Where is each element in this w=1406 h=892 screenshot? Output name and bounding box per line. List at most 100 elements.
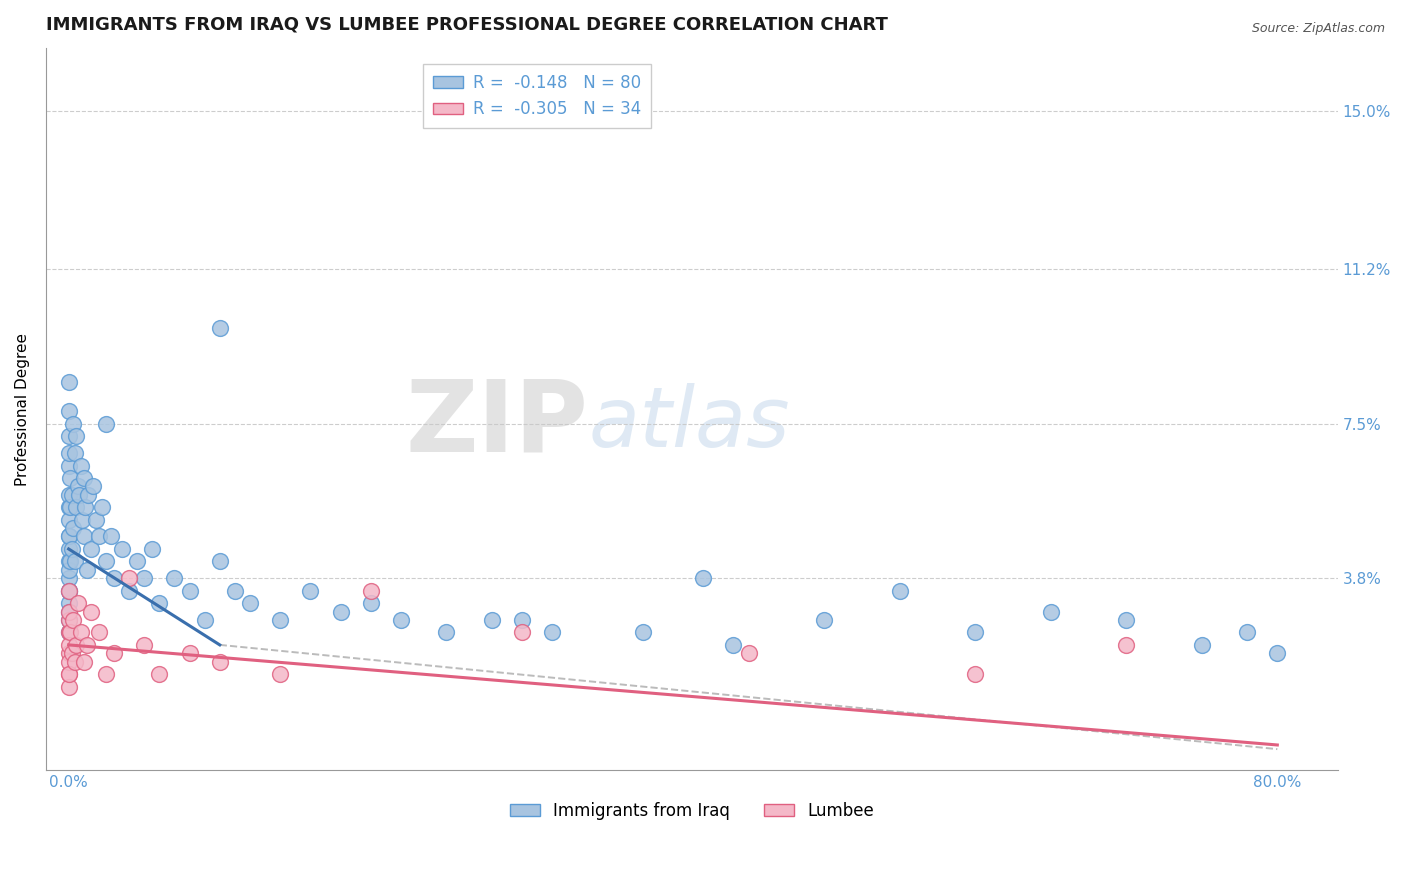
Point	[58, 625, 80, 640]
Point	[87, 529, 110, 543]
Point	[58, 638, 80, 652]
Point	[723, 638, 745, 652]
Point	[299, 583, 322, 598]
Point	[96, 554, 118, 568]
Point	[65, 638, 87, 652]
Point	[60, 646, 83, 660]
Point	[58, 404, 80, 418]
Point	[58, 529, 80, 543]
Point	[360, 583, 382, 598]
Point	[58, 625, 80, 640]
Point	[148, 667, 170, 681]
Point	[631, 625, 654, 640]
Point	[60, 541, 83, 556]
Point	[58, 541, 80, 556]
Point	[58, 488, 80, 502]
Point	[1115, 638, 1137, 652]
Point	[87, 625, 110, 640]
Point	[134, 638, 156, 652]
Point	[69, 458, 91, 473]
Point	[208, 321, 231, 335]
Point	[73, 529, 96, 543]
Point	[58, 680, 80, 694]
Point	[965, 625, 987, 640]
Point	[1265, 646, 1288, 660]
Point	[58, 583, 80, 598]
Point	[67, 488, 90, 502]
Point	[58, 375, 80, 389]
Point	[58, 513, 80, 527]
Point	[70, 513, 93, 527]
Point	[58, 583, 80, 598]
Point	[62, 521, 84, 535]
Point	[434, 625, 457, 640]
Point	[103, 571, 125, 585]
Point	[58, 613, 80, 627]
Point	[360, 596, 382, 610]
Point	[541, 625, 564, 640]
Point	[63, 655, 86, 669]
Point	[90, 500, 112, 515]
Point	[208, 554, 231, 568]
Legend: Immigrants from Iraq, Lumbee: Immigrants from Iraq, Lumbee	[503, 796, 880, 827]
Point	[813, 613, 835, 627]
Point	[69, 625, 91, 640]
Point	[84, 513, 107, 527]
Point	[58, 667, 80, 681]
Point	[58, 429, 80, 443]
Point	[269, 667, 291, 681]
Point	[66, 596, 89, 610]
Point	[75, 500, 97, 515]
Point	[96, 417, 118, 431]
Point	[889, 583, 911, 598]
Point	[58, 458, 80, 473]
Point	[58, 583, 80, 598]
Point	[65, 500, 87, 515]
Point	[1115, 613, 1137, 627]
Point	[118, 583, 141, 598]
Point	[58, 613, 80, 627]
Point	[58, 563, 80, 577]
Point	[80, 605, 103, 619]
Point	[163, 571, 186, 585]
Point	[82, 479, 104, 493]
Point	[58, 655, 80, 669]
Text: Source: ZipAtlas.com: Source: ZipAtlas.com	[1251, 22, 1385, 36]
Point	[63, 554, 86, 568]
Point	[103, 646, 125, 660]
Point	[59, 471, 82, 485]
Point	[1039, 605, 1062, 619]
Point	[59, 500, 82, 515]
Point	[329, 605, 352, 619]
Point	[100, 529, 122, 543]
Point	[73, 655, 96, 669]
Point	[59, 554, 82, 568]
Point	[239, 596, 262, 610]
Point	[58, 667, 80, 681]
Point	[80, 541, 103, 556]
Point	[224, 583, 246, 598]
Point	[179, 583, 201, 598]
Point	[58, 605, 80, 619]
Text: ZIP: ZIP	[406, 376, 589, 472]
Point	[481, 613, 503, 627]
Y-axis label: Professional Degree: Professional Degree	[15, 333, 30, 486]
Point	[965, 667, 987, 681]
Point	[58, 646, 80, 660]
Text: atlas: atlas	[589, 384, 790, 464]
Point	[148, 596, 170, 610]
Point	[58, 554, 80, 568]
Point	[58, 605, 80, 619]
Point	[118, 571, 141, 585]
Point	[59, 625, 82, 640]
Point	[65, 429, 87, 443]
Point	[179, 646, 201, 660]
Point	[141, 541, 163, 556]
Text: IMMIGRANTS FROM IRAQ VS LUMBEE PROFESSIONAL DEGREE CORRELATION CHART: IMMIGRANTS FROM IRAQ VS LUMBEE PROFESSIO…	[46, 15, 887, 33]
Point	[1191, 638, 1213, 652]
Point	[1236, 625, 1258, 640]
Point	[134, 571, 156, 585]
Point	[76, 638, 98, 652]
Point	[63, 446, 86, 460]
Point	[77, 488, 100, 502]
